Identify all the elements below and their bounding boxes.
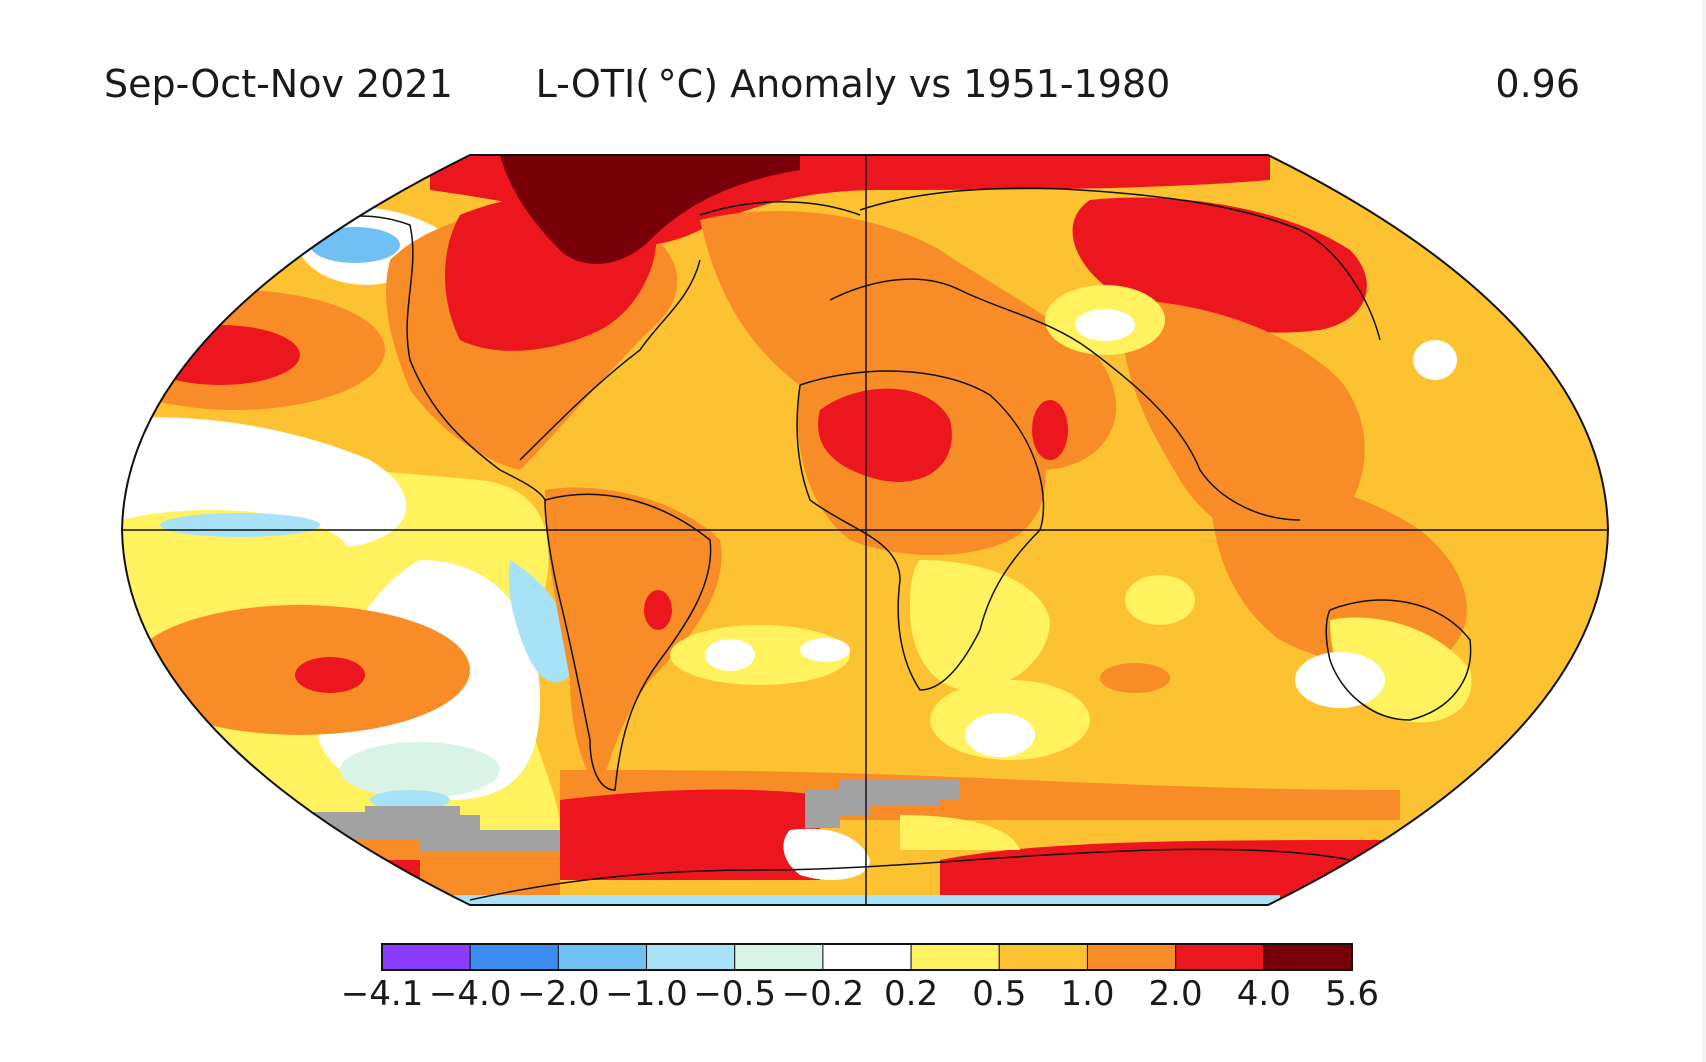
missing-data-region: [805, 780, 960, 828]
colorbar-frame: [381, 943, 1353, 971]
coastline-africa: [796, 370, 1045, 691]
global-mean-value: 0.96: [1495, 62, 1580, 106]
colorbar-tick-label: −4.1: [340, 974, 424, 1014]
missing-data-region: [280, 806, 560, 852]
colorbar-tick-label: −0.5: [693, 974, 776, 1014]
anomaly-region: [560, 789, 820, 880]
colorbar-tick-label: −4.0: [428, 974, 512, 1014]
colorbar-bin: [557, 943, 648, 971]
anomaly-field: [122, 155, 1608, 905]
colorbar-bin: [1086, 943, 1177, 971]
anomaly-region: [965, 713, 1035, 757]
period-label: Sep-Oct-Nov 2021: [104, 62, 453, 106]
colorbar-tick-label: −2.0: [517, 974, 600, 1014]
coastline-eurasia-north: [859, 187, 1381, 341]
right-edge-strip: [1702, 0, 1706, 1062]
colorbar-bin: [1263, 943, 1353, 971]
anomaly-region: [910, 560, 1050, 690]
anomaly-region: [818, 388, 952, 482]
coastline-antarctica: [469, 848, 1351, 901]
anomaly-region: [500, 155, 800, 264]
anomaly-region: [1413, 340, 1457, 380]
colorbar-tick-label: 0.5: [972, 974, 1027, 1014]
anomaly-region: [545, 487, 722, 790]
anomaly-region: [420, 895, 1280, 905]
colorbar-bin: [910, 943, 1000, 971]
colorbar-bin: [1175, 943, 1265, 971]
coastline-greenland: [699, 201, 861, 216]
map-title: L-OTI( °C) Anomaly vs 1951-1980: [535, 62, 1171, 106]
anomaly-region: [1125, 575, 1195, 625]
colorbar-bin: [998, 943, 1088, 971]
coastline-australia: [1325, 599, 1472, 721]
colorbar-bin: [822, 943, 912, 971]
anomaly-region: [370, 790, 450, 810]
anomaly-region: [900, 815, 1020, 850]
anomaly-region: [1075, 309, 1135, 341]
map-frame: [120, 154, 1610, 906]
anomaly-region: [670, 625, 850, 685]
anomaly-region: [1032, 400, 1068, 460]
anomaly-region: [160, 513, 320, 537]
colorbar-bin: [381, 943, 471, 971]
colorbar-tick-label: −0.2: [781, 974, 865, 1014]
anomaly-region: [295, 657, 365, 693]
colorbar-tick-label: 5.6: [1324, 974, 1380, 1014]
colorbar-tick-label: 0.2: [884, 974, 939, 1014]
colorbar-bin: [734, 943, 824, 971]
anomaly-region: [310, 227, 400, 263]
anomaly-region: [508, 560, 575, 683]
anomaly-region: [644, 590, 672, 630]
coastline-north-america-east: [519, 259, 701, 461]
colorbar-tick-label: 2.0: [1148, 974, 1203, 1014]
anomaly-region: [1100, 663, 1170, 693]
colorbar-tick-label: −1.0: [605, 974, 688, 1014]
anomaly-region: [705, 639, 755, 671]
coastline-north-america-west: [294, 215, 546, 501]
anomaly-region: [1210, 477, 1467, 669]
colorbar-tick-label: 4.0: [1236, 974, 1291, 1014]
colorbar-tick-label: 1.0: [1060, 974, 1115, 1014]
coastline-eurasia-south: [829, 278, 1301, 521]
colorbar-bin: [646, 943, 736, 971]
colorbar-bin: [469, 943, 559, 971]
anomaly-region: [340, 742, 500, 798]
anomaly-region: [800, 638, 850, 662]
